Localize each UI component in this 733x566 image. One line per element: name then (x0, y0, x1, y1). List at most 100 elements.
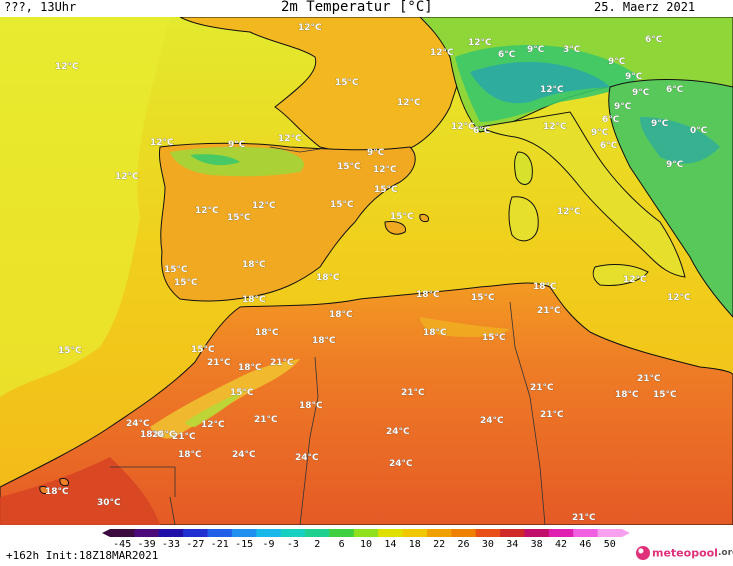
scale-swatch (183, 529, 209, 537)
scale-label: 30 (482, 539, 494, 548)
scale-swatch (329, 529, 355, 537)
temp-label-alps-6: 9°C (632, 88, 650, 98)
temp-label-atlantic-1: 12°C (115, 172, 139, 182)
scale-swatch (353, 529, 379, 537)
scale-label: 18 (409, 539, 421, 548)
temp-label-alboran: 18°C (255, 328, 279, 338)
temp-label-valencia-north: 15°C (374, 185, 398, 195)
land-france (179, 17, 471, 155)
land-corsica (514, 151, 533, 185)
temp-label-brittany: 12°C (298, 23, 322, 33)
scale-label: 26 (458, 539, 470, 548)
temp-label-alpes-maritimes: 6°C (473, 126, 491, 136)
temp-label-morocco-north: 18°C (312, 336, 336, 346)
temp-label-alps-2: 9°C (527, 45, 545, 55)
balkan-peaks (640, 117, 720, 164)
temp-label-alps-1: 6°C (498, 50, 516, 60)
temp-label-algeria-coast: 18°C (416, 290, 440, 300)
land-iberia (159, 142, 416, 302)
temp-label-aragon: 15°C (330, 200, 354, 210)
atlantic-area (0, 17, 170, 397)
scale-swatch (158, 529, 184, 537)
atlas-peaks (185, 390, 245, 427)
temp-label-castile: 15°C (227, 213, 251, 223)
temp-label-rabat: 21°C (207, 358, 231, 368)
temp-label-la-mancha: 18°C (242, 260, 266, 270)
temp-label-tripoli: 18°C (615, 390, 639, 400)
map-title: 2m Temperatur [°C] (281, 0, 433, 15)
scale-label: -3 (287, 539, 299, 548)
temp-label-catalonia: 12°C (373, 165, 397, 175)
temp-label-po-valley: 12°C (540, 85, 564, 95)
temp-label-balkans-1: 9°C (614, 102, 632, 112)
scale-label: 22 (433, 539, 445, 548)
scale-label: 50 (604, 539, 616, 548)
temp-label-libya-coast: 21°C (401, 388, 425, 398)
scale-swatch (524, 529, 550, 537)
temp-label-figuig: 18°C (299, 401, 323, 411)
temp-label-balkan-north: 9°C (608, 57, 626, 67)
cantabrian-peaks (190, 154, 240, 166)
scale-label: -33 (162, 539, 180, 548)
temp-label-balkans-3: 9°C (651, 119, 669, 129)
scale-swatch (426, 529, 452, 537)
temp-label-galicia: 12°C (195, 206, 219, 216)
scale-swatch (402, 529, 428, 537)
temp-label-balkans-2: 6°C (602, 115, 620, 125)
temp-label-portugal-2: 15°C (174, 278, 198, 288)
temperature-map: 12°C 12°C 12°C 6°C 9°C 3°C 6°C 9°C 12°C 15°C 12°C 9… (0, 17, 733, 525)
temp-label-cantabria: 12°C (150, 138, 174, 148)
temp-label-sahara-south: 21°C (572, 513, 596, 523)
temp-label-adriatic-2: 6°C (600, 141, 618, 151)
land-menorca (419, 214, 429, 223)
temp-label-toubkal: 12°C (201, 420, 225, 430)
scale-label: -45 (113, 539, 131, 548)
temp-label-algeria-south-1: 24°C (386, 427, 410, 437)
temp-label-tuscany: 12°C (543, 122, 567, 132)
scale-label: 38 (531, 539, 543, 548)
temp-label-adriatic-1: 9°C (591, 128, 609, 138)
temp-label-algeria-south-3: 24°C (389, 459, 413, 469)
temp-label-atlas-east: 15°C (482, 333, 506, 343)
temp-label-alps-west: 12°C (468, 38, 492, 48)
tell-atlas (420, 317, 510, 337)
temp-label-agadir: 18°C (140, 430, 164, 440)
temp-label-algeria-plateau: 21°C (254, 415, 278, 425)
scale-label: -9 (262, 539, 274, 548)
alps-peaks (470, 61, 610, 104)
temp-label-middle-atlas: 18°C (238, 363, 262, 373)
logo-icon (636, 546, 650, 560)
temp-label-provence: 12°C (451, 122, 475, 132)
temp-label-cantabrian-mts: 9°C (228, 140, 246, 150)
land-north-africa (0, 282, 733, 525)
temp-label-alps-4: 6°C (645, 35, 663, 45)
temp-label-tell-atlas: 18°C (423, 328, 447, 338)
scale-label: 14 (384, 539, 396, 548)
temp-label-tindouf: 24°C (232, 450, 256, 460)
scale-label: 6 (339, 539, 345, 548)
temp-label-madrid: 12°C (252, 201, 276, 211)
scale-swatch (475, 529, 501, 537)
temp-label-tunisia-coast: 15°C (471, 293, 495, 303)
temp-label-ionian: 12°C (667, 293, 691, 303)
temp-label-western-sahara: 30°C (97, 498, 121, 508)
scale-arrow-high (622, 529, 630, 537)
meteopool-logo[interactable]: meteopool.org (636, 546, 733, 564)
scale-label: -15 (235, 539, 253, 548)
scale-swatch (500, 529, 525, 537)
temp-label-canaries: 18°C (45, 487, 69, 497)
forecast-time: ???, 13Uhr (4, 0, 77, 14)
temp-label-tunisia: 18°C (533, 282, 557, 292)
scale-arrow-low (102, 529, 110, 537)
temp-label-portugal-1: 15°C (164, 265, 188, 275)
temp-label-souss: 24°C (152, 430, 176, 440)
land-balearics (384, 221, 407, 235)
sahara-hot-zone (0, 457, 160, 525)
scale-swatch (256, 529, 282, 537)
temp-label-high-atlas: 15°C (230, 388, 254, 398)
scale-label: 34 (506, 539, 518, 548)
scale-swatch (451, 529, 477, 537)
temp-label-anti-atlas: 21°C (172, 432, 196, 442)
color-scale-labels: -45 -39 -33 -27 -21 -15 -9 -3 2 6 10 14 18 22 26 30 34 38… (113, 539, 616, 548)
temp-label-ebro: 15°C (337, 162, 361, 172)
